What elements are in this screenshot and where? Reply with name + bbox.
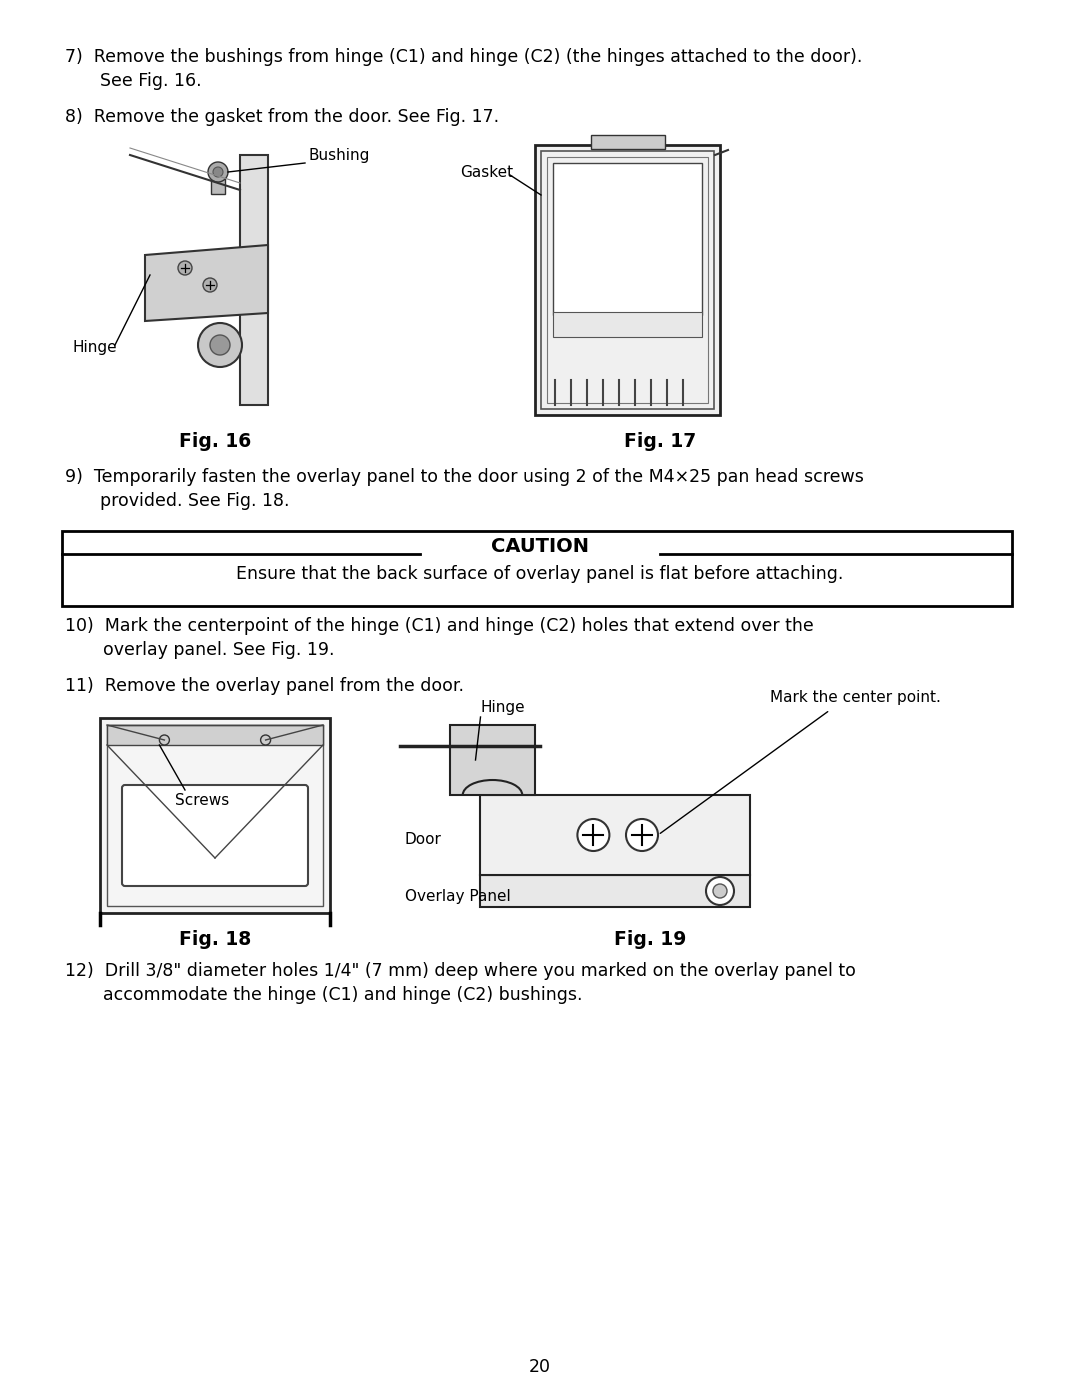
Circle shape bbox=[578, 819, 609, 851]
Text: provided. See Fig. 18.: provided. See Fig. 18. bbox=[100, 492, 289, 510]
Polygon shape bbox=[145, 244, 268, 321]
Text: 7)  Remove the bushings from hinge (C1) and hinge (C2) (the hinges attached to t: 7) Remove the bushings from hinge (C1) a… bbox=[65, 47, 862, 66]
Bar bbox=[107, 725, 323, 745]
Bar bbox=[591, 136, 664, 149]
Bar bbox=[535, 145, 720, 415]
Bar bbox=[541, 151, 714, 409]
Circle shape bbox=[213, 168, 222, 177]
Text: 9)  Temporarily fasten the overlay panel to the door using 2 of the M4×25 pan he: 9) Temporarily fasten the overlay panel … bbox=[65, 468, 864, 486]
Text: CAUTION: CAUTION bbox=[491, 536, 589, 556]
Text: Fig. 19: Fig. 19 bbox=[613, 930, 686, 949]
Text: 8)  Remove the gasket from the door. See Fig. 17.: 8) Remove the gasket from the door. See … bbox=[65, 108, 499, 126]
Text: accommodate the hinge (C1) and hinge (C2) bushings.: accommodate the hinge (C1) and hinge (C2… bbox=[103, 986, 582, 1004]
Text: Hinge: Hinge bbox=[481, 700, 525, 715]
Bar bbox=[480, 795, 750, 875]
Text: Door: Door bbox=[405, 833, 442, 848]
Bar bbox=[211, 172, 225, 194]
Circle shape bbox=[210, 335, 230, 355]
Text: Bushing: Bushing bbox=[308, 148, 369, 163]
Bar bbox=[100, 718, 330, 914]
Bar bbox=[240, 155, 268, 405]
Circle shape bbox=[160, 735, 170, 745]
Text: See Fig. 16.: See Fig. 16. bbox=[100, 73, 202, 89]
Circle shape bbox=[178, 261, 192, 275]
Circle shape bbox=[706, 877, 734, 905]
Bar bbox=[546, 156, 708, 402]
Bar bbox=[107, 725, 323, 907]
Bar bbox=[480, 875, 750, 907]
Text: Gasket: Gasket bbox=[460, 165, 513, 180]
Bar bbox=[62, 531, 1012, 606]
Bar bbox=[450, 725, 535, 795]
Text: 11)  Remove the overlay panel from the door.: 11) Remove the overlay panel from the do… bbox=[65, 678, 464, 694]
Circle shape bbox=[198, 323, 242, 367]
Text: overlay panel. See Fig. 19.: overlay panel. See Fig. 19. bbox=[103, 641, 335, 659]
Circle shape bbox=[626, 819, 658, 851]
Text: Fig. 16: Fig. 16 bbox=[179, 432, 252, 451]
Text: Fig. 18: Fig. 18 bbox=[179, 930, 252, 949]
Circle shape bbox=[203, 278, 217, 292]
Text: Ensure that the back surface of overlay panel is flat before attaching.: Ensure that the back surface of overlay … bbox=[237, 564, 843, 583]
Text: 12)  Drill 3/8" diameter holes 1/4" (7 mm) deep where you marked on the overlay : 12) Drill 3/8" diameter holes 1/4" (7 mm… bbox=[65, 963, 855, 981]
FancyBboxPatch shape bbox=[122, 785, 308, 886]
Circle shape bbox=[260, 735, 271, 745]
Bar bbox=[553, 163, 702, 314]
Circle shape bbox=[713, 884, 727, 898]
Text: Overlay Panel: Overlay Panel bbox=[405, 888, 511, 904]
Text: Screws: Screws bbox=[175, 793, 229, 807]
Circle shape bbox=[208, 162, 228, 182]
Text: Mark the center point.: Mark the center point. bbox=[770, 690, 941, 705]
Text: 20: 20 bbox=[529, 1358, 551, 1376]
Bar bbox=[553, 312, 702, 337]
Text: 10)  Mark the centerpoint of the hinge (C1) and hinge (C2) holes that extend ove: 10) Mark the centerpoint of the hinge (C… bbox=[65, 617, 813, 636]
Text: Hinge: Hinge bbox=[72, 339, 117, 355]
Text: Fig. 17: Fig. 17 bbox=[624, 432, 697, 451]
